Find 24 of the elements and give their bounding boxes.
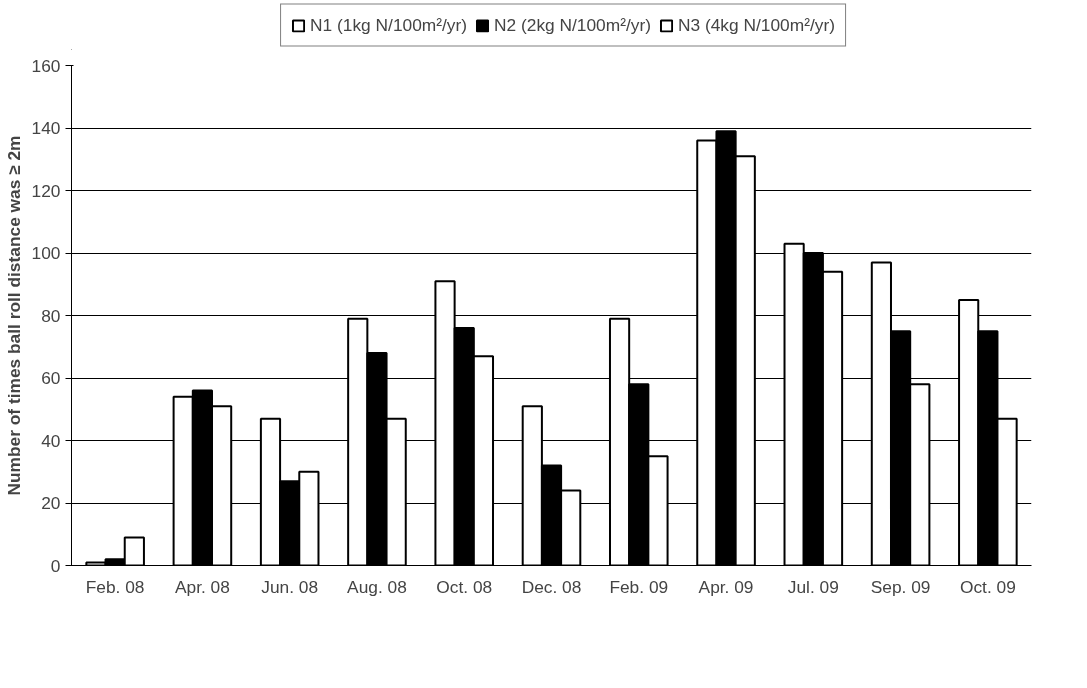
legend-label: N3 (4kg N/100m²/yr): [677, 14, 835, 36]
x-tick-label: Dec. 08: [521, 576, 582, 597]
legend-label: N2 (2kg N/100m²/yr): [494, 14, 651, 36]
y-tick-label: 80: [41, 305, 61, 326]
y-tick-label: 160: [31, 55, 61, 76]
x-tick-label: Apr. 08: [174, 576, 230, 597]
y-tick-label: 120: [31, 180, 61, 201]
y-tick-label: 40: [41, 430, 61, 451]
x-tick-label: Jun. 08: [261, 576, 319, 597]
x-tick-label: Oct. 08: [436, 576, 493, 597]
x-tick-label: Jul. 09: [787, 576, 839, 597]
y-tick-label: 140: [31, 118, 61, 138]
x-tick-label: Aug. 08: [347, 576, 407, 597]
x-tick-label: Feb. 09: [609, 576, 669, 597]
y-tick-label: 20: [41, 493, 61, 513]
y-tick-label: 0: [50, 555, 61, 576]
x-tick-label: Oct. 09: [959, 576, 1016, 597]
x-tick-label: Sep. 09: [870, 576, 931, 597]
y-axis-title: Number of times ball roll distance was ≥ 2m: [3, 135, 24, 496]
legend-label: N1 (1kg N/100m²/yr): [310, 14, 468, 36]
x-tick-label: Apr. 09: [698, 576, 754, 597]
x-tick-label: Feb. 08: [85, 576, 145, 597]
y-tick-label: 100: [31, 243, 61, 263]
y-tick-label: 60: [41, 368, 61, 388]
